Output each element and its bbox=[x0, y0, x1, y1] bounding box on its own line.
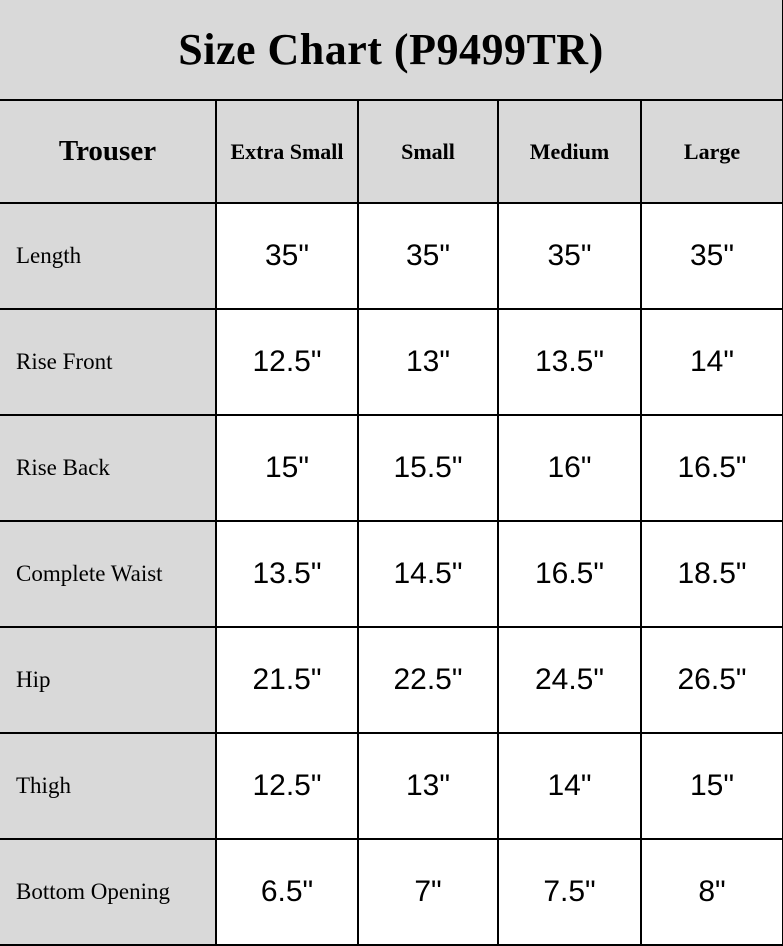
size-value-cell: 13.5" bbox=[215, 520, 359, 628]
size-value-cell: 35" bbox=[639, 203, 783, 310]
size-value-cell: 16.5" bbox=[497, 520, 642, 628]
size-value-cell: 8" bbox=[639, 838, 783, 946]
header-row: Trouser Extra Small Small Medium Large bbox=[0, 99, 783, 204]
size-value-cell: 35" bbox=[497, 203, 642, 310]
column-header-extra-small: Extra Small bbox=[215, 99, 359, 204]
chart-title: Size Chart (P9499TR) bbox=[0, 0, 783, 101]
row-label-hip: Hip bbox=[0, 626, 217, 734]
row-label-rise-front: Rise Front bbox=[0, 308, 217, 416]
size-value-cell: 13.5" bbox=[497, 308, 642, 416]
size-value-cell: 16.5" bbox=[639, 414, 783, 522]
size-value-cell: 16" bbox=[497, 414, 642, 522]
size-value-cell: 7.5" bbox=[497, 838, 642, 946]
size-value-cell: 14.5" bbox=[357, 520, 499, 628]
size-value-cell: 12.5" bbox=[215, 308, 359, 416]
table-row: Hip 21.5" 22.5" 24.5" 26.5" bbox=[0, 626, 783, 734]
row-label-length: Length bbox=[0, 203, 217, 310]
size-value-cell: 7" bbox=[357, 838, 499, 946]
table-row: Length 35" 35" 35" 35" bbox=[0, 203, 783, 310]
title-row: Size Chart (P9499TR) bbox=[0, 0, 783, 101]
size-value-cell: 35" bbox=[215, 203, 359, 310]
table-row: Rise Back 15" 15.5" 16" 16.5" bbox=[0, 414, 783, 522]
column-header-medium: Medium bbox=[497, 99, 642, 204]
size-value-cell: 22.5" bbox=[357, 626, 499, 734]
table-row: Thigh 12.5" 13" 14" 15" bbox=[0, 732, 783, 840]
size-value-cell: 12.5" bbox=[215, 732, 359, 840]
row-label-bottom-opening: Bottom Opening bbox=[0, 838, 217, 946]
corner-header-trouser: Trouser bbox=[0, 99, 217, 204]
size-value-cell: 21.5" bbox=[215, 626, 359, 734]
row-label-thigh: Thigh bbox=[0, 732, 217, 840]
size-value-cell: 15.5" bbox=[357, 414, 499, 522]
table-row: Complete Waist 13.5" 14.5" 16.5" 18.5" bbox=[0, 520, 783, 628]
size-value-cell: 15" bbox=[639, 732, 783, 840]
table-row: Bottom Opening 6.5" 7" 7.5" 8" bbox=[0, 838, 783, 946]
size-value-cell: 35" bbox=[357, 203, 499, 310]
row-label-rise-back: Rise Back bbox=[0, 414, 217, 522]
size-value-cell: 15" bbox=[215, 414, 359, 522]
column-header-large: Large bbox=[639, 99, 783, 204]
size-value-cell: 14" bbox=[639, 308, 783, 416]
size-value-cell: 13" bbox=[357, 308, 499, 416]
row-label-complete-waist: Complete Waist bbox=[0, 520, 217, 628]
size-value-cell: 26.5" bbox=[639, 626, 783, 734]
size-value-cell: 13" bbox=[357, 732, 499, 840]
size-value-cell: 6.5" bbox=[215, 838, 359, 946]
size-chart-body: Length 35" 35" 35" 35" Rise Front 12.5" 13" 13.5… bbox=[0, 203, 783, 946]
size-value-cell: 18.5" bbox=[639, 520, 783, 628]
size-value-cell: 14" bbox=[497, 732, 642, 840]
table-row: Rise Front 12.5" 13" 13.5" 14" bbox=[0, 308, 783, 416]
size-value-cell: 24.5" bbox=[497, 626, 642, 734]
column-header-small: Small bbox=[357, 99, 499, 204]
